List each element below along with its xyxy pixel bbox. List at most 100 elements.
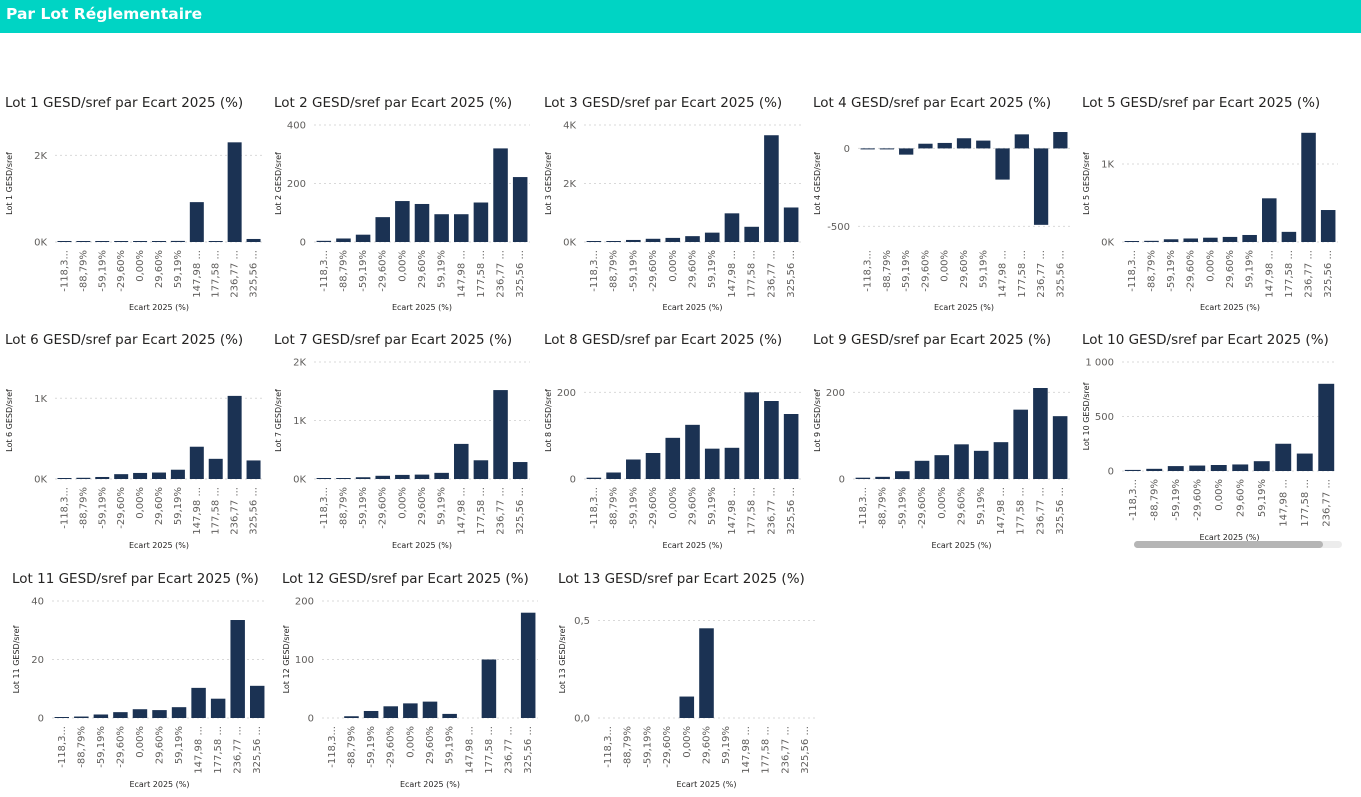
x-tick-label: 0,00% xyxy=(397,487,408,519)
y-tick-label: 100 xyxy=(295,655,314,666)
bar-4 xyxy=(1210,465,1227,471)
chart-title: Lot 12 GESD/sref par Ecart 2025 (%) xyxy=(282,571,529,587)
x-tick-label: 0,00% xyxy=(937,487,948,519)
y-tick-label: 200 xyxy=(826,388,845,399)
bar-5 xyxy=(685,236,700,242)
x-tick-label: 325,56 ... xyxy=(786,487,797,535)
bar-5 xyxy=(152,710,167,718)
bar-10 xyxy=(520,612,536,718)
bar-7 xyxy=(724,447,740,479)
x-tick-label: 236,77 ... xyxy=(1035,487,1046,535)
y-axis-label: Lot 4 GESD/sref xyxy=(813,152,822,215)
x-tick-label: 59,19% xyxy=(174,726,185,764)
x-tick-label: 59,19% xyxy=(437,250,448,288)
x-axis-label: Ecart 2025 (%) xyxy=(662,303,722,312)
bar-8 xyxy=(473,202,489,242)
x-tick-label: -88,79% xyxy=(882,250,893,292)
x-tick-label: 59,19% xyxy=(173,250,184,288)
bar-8 xyxy=(1014,134,1029,149)
x-tick-label: 59,19% xyxy=(437,487,448,525)
bar-5 xyxy=(152,241,166,242)
x-tick-label: 325,56 ... xyxy=(1323,250,1334,298)
x-tick-label: 0,00% xyxy=(682,726,693,758)
bar-8 xyxy=(1296,453,1313,471)
lot10-scrollbar-thumb[interactable] xyxy=(1134,541,1323,548)
bar-6 xyxy=(704,232,720,242)
y-tick-label: 0K xyxy=(34,475,47,486)
bar-2 xyxy=(355,234,371,242)
bar-7 xyxy=(189,446,204,479)
x-tick-label: 325,56 ... xyxy=(1055,487,1066,535)
x-tick-label: 29,60% xyxy=(1235,479,1246,517)
bar-6 xyxy=(170,240,185,242)
x-tick-label: 147,98 ... xyxy=(192,487,203,535)
x-tick-label: 236,77 ... xyxy=(1321,479,1332,527)
chart-title: Lot 8 GESD/sref par Ecart 2025 (%) xyxy=(544,332,783,348)
x-tick-label: 147,98 ... xyxy=(464,726,475,774)
page-title: Par Lot Réglementaire xyxy=(6,5,203,23)
bar-3 xyxy=(383,706,398,718)
x-tick-label: -118,3... xyxy=(858,487,869,529)
y-tick-label: 0 xyxy=(38,714,44,725)
x-tick-label: 325,56 ... xyxy=(252,726,263,774)
chart-title: Lot 13 GESD/sref par Ecart 2025 (%) xyxy=(558,571,805,587)
y-axis-label: Lot 9 GESD/sref xyxy=(813,389,822,452)
bar-6 xyxy=(170,469,185,479)
y-tick-label: 20 xyxy=(31,655,44,666)
x-axis-label: Ecart 2025 (%) xyxy=(392,541,452,550)
chart-svg: 0 200 Lot 8 GESD/sref -118,3... -88,79% -59,1… xyxy=(544,388,801,550)
x-tick-label: -88,79% xyxy=(623,726,634,768)
bar-2 xyxy=(93,714,109,718)
x-tick-label: 147,98 ... xyxy=(1278,479,1289,527)
x-tick-label: 29,60% xyxy=(155,726,166,764)
x-tick-label: 59,19% xyxy=(173,487,184,525)
bar-10 xyxy=(249,685,265,718)
chart-title: Lot 1 GESD/sref par Ecart 2025 (%) xyxy=(5,95,244,111)
bar-5 xyxy=(1232,464,1249,471)
bar-2 xyxy=(1163,239,1179,242)
bar-7 xyxy=(995,148,1010,180)
x-tick-label: 29,60% xyxy=(702,726,713,764)
x-tick-label: -88,79% xyxy=(78,250,89,292)
x-tick-label: -59,19% xyxy=(97,487,108,529)
bar-9 xyxy=(1033,148,1049,225)
bar-2 xyxy=(626,239,641,242)
x-tick-label: 177,58 ... xyxy=(1284,250,1295,298)
x-tick-label: -88,79% xyxy=(338,250,349,292)
bar-9 xyxy=(227,395,242,479)
bar-3 xyxy=(645,453,661,479)
x-tick-label: 236,77 ... xyxy=(1304,250,1315,298)
x-axis-label: Ecart 2025 (%) xyxy=(1200,303,1260,312)
x-tick-label: -88,79% xyxy=(1149,479,1160,521)
x-tick-label: -29,60% xyxy=(386,726,397,768)
x-tick-label: -29,60% xyxy=(648,250,659,292)
chart-title: Lot 11 GESD/sref par Ecart 2025 (%) xyxy=(12,571,259,587)
chart-svg: 0 500 1 000 Lot 10 GESD/sref -118,3... -88,79… xyxy=(1082,358,1337,542)
bar-4 xyxy=(395,201,410,242)
y-tick-label: 4K xyxy=(563,121,576,132)
x-axis-label: Ecart 2025 (%) xyxy=(1199,533,1259,542)
x-tick-label: 325,56 ... xyxy=(515,250,526,298)
chart-title: Lot 6 GESD/sref par Ecart 2025 (%) xyxy=(5,332,244,348)
bar-2 xyxy=(626,459,641,479)
bar-10 xyxy=(1052,416,1068,479)
bar-1 xyxy=(336,238,351,242)
bar-2 xyxy=(895,471,910,479)
x-tick-label: -29,60% xyxy=(1192,479,1203,521)
bar-7 xyxy=(454,214,469,242)
bar-3 xyxy=(918,143,933,149)
bar-2 xyxy=(95,476,110,479)
y-axis-label: Lot 3 GESD/sref xyxy=(544,152,553,215)
chart-title: Lot 4 GESD/sref par Ecart 2025 (%) xyxy=(813,95,1052,111)
x-axis-label: Ecart 2025 (%) xyxy=(934,303,994,312)
x-tick-label: -29,60% xyxy=(116,250,127,292)
chart-svg: -500 0 Lot 4 GESD/sref -118,3... -88,79% -59,… xyxy=(813,132,1070,312)
x-tick-label: 325,56 ... xyxy=(1055,250,1066,298)
chart-svg: 0,0 0,5 Lot 13 GESD/sref -118,3... -88,79% -5… xyxy=(558,616,815,789)
x-tick-label: -29,60% xyxy=(920,250,931,292)
x-tick-label: 29,60% xyxy=(417,487,428,525)
bar-2 xyxy=(363,710,379,718)
bar-10 xyxy=(1053,132,1068,149)
bar-6 xyxy=(1253,461,1270,471)
bar-3 xyxy=(114,474,129,479)
